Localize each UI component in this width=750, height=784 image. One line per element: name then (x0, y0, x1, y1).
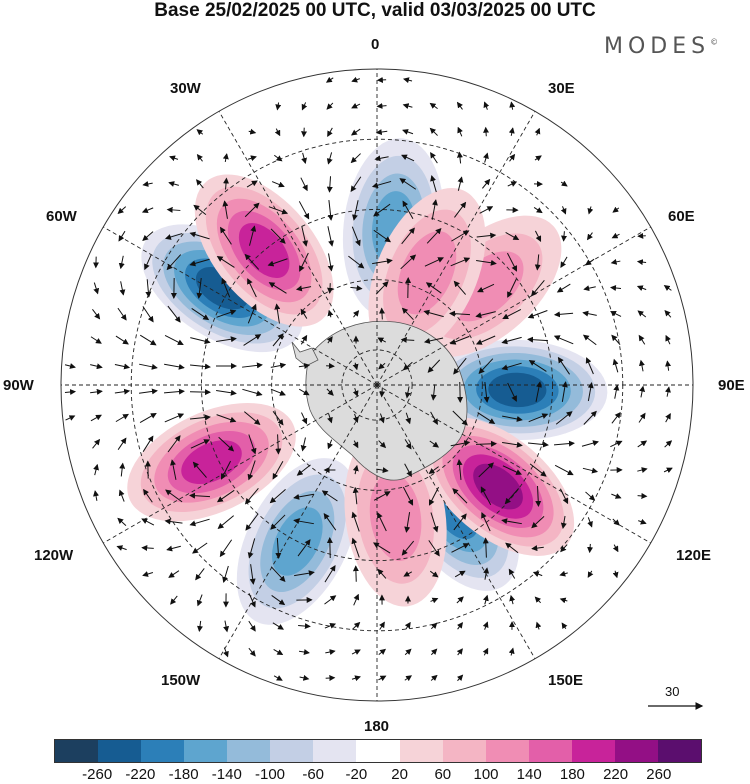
lon-label-60w: 60W (46, 208, 77, 225)
colorbar-swatch (572, 740, 615, 762)
wind-arrow (382, 309, 383, 320)
lon-label-90w: 90W (3, 377, 34, 394)
colorbar-swatch (615, 740, 658, 762)
colorbar-swatch (227, 740, 270, 762)
lon-label-60e: 60E (668, 208, 695, 225)
lon-label-120w: 120W (34, 547, 73, 564)
colorbar-tick-label: 220 (603, 766, 628, 783)
wind-arrow (142, 548, 154, 549)
colorbar-swatch (313, 740, 356, 762)
wind-arrow (476, 444, 496, 445)
wind-arrow (382, 388, 383, 397)
wind-arrow (326, 678, 335, 679)
colorbar-swatch (486, 740, 529, 762)
colorbar-swatch (55, 740, 98, 762)
lon-label-120e: 120E (676, 547, 711, 564)
colorbar-tick-label: -100 (255, 766, 285, 783)
colorbar-tick-label: -260 (82, 766, 112, 783)
colorbar-tick-label: -20 (346, 766, 368, 783)
lon-label-150e: 150E (548, 672, 583, 689)
colorbar-swatch (98, 740, 141, 762)
wind-arrow (326, 366, 334, 367)
colorbar-swatch (658, 740, 701, 762)
colorbar-ticks: -260 -220 -180 -140 -100 -60 -20 20 60 100 140 180 2… (54, 766, 702, 784)
reference-vector-label: 30 (665, 684, 679, 699)
colorbar-swatch (141, 740, 184, 762)
colorbar-tick-label: 260 (646, 766, 671, 783)
colorbar-tick-label: -180 (169, 766, 199, 783)
colorbar-swatch (443, 740, 486, 762)
colorbar-tick-label: 140 (517, 766, 542, 783)
lon-label-90e: 90E (718, 377, 745, 394)
colorbar-tick-label: 100 (473, 766, 498, 783)
colorbar-tick-label: -220 (125, 766, 155, 783)
colorbar-swatch (270, 740, 313, 762)
lon-label-30w: 30W (170, 80, 201, 97)
colorbar-swatch (400, 740, 443, 762)
colorbar-swatch (529, 740, 572, 762)
lon-label-0: 0 (371, 36, 379, 53)
colorbar-tick-label: 180 (560, 766, 585, 783)
wind-arrow (330, 283, 331, 293)
colorbar-tick-label: 60 (434, 766, 451, 783)
wind-arrow (638, 496, 647, 497)
colorbar-swatch (184, 740, 227, 762)
colorbar (54, 739, 702, 763)
colorbar-swatch (356, 740, 399, 762)
lon-label-180: 180 (364, 718, 389, 735)
colorbar-tick-label: -140 (212, 766, 242, 783)
wind-arrow (486, 128, 487, 137)
lon-label-30e: 30E (548, 80, 575, 97)
colorbar-tick-label: 20 (391, 766, 408, 783)
colorbar-tick-label: -60 (302, 766, 324, 783)
lon-label-150w: 150W (161, 672, 200, 689)
